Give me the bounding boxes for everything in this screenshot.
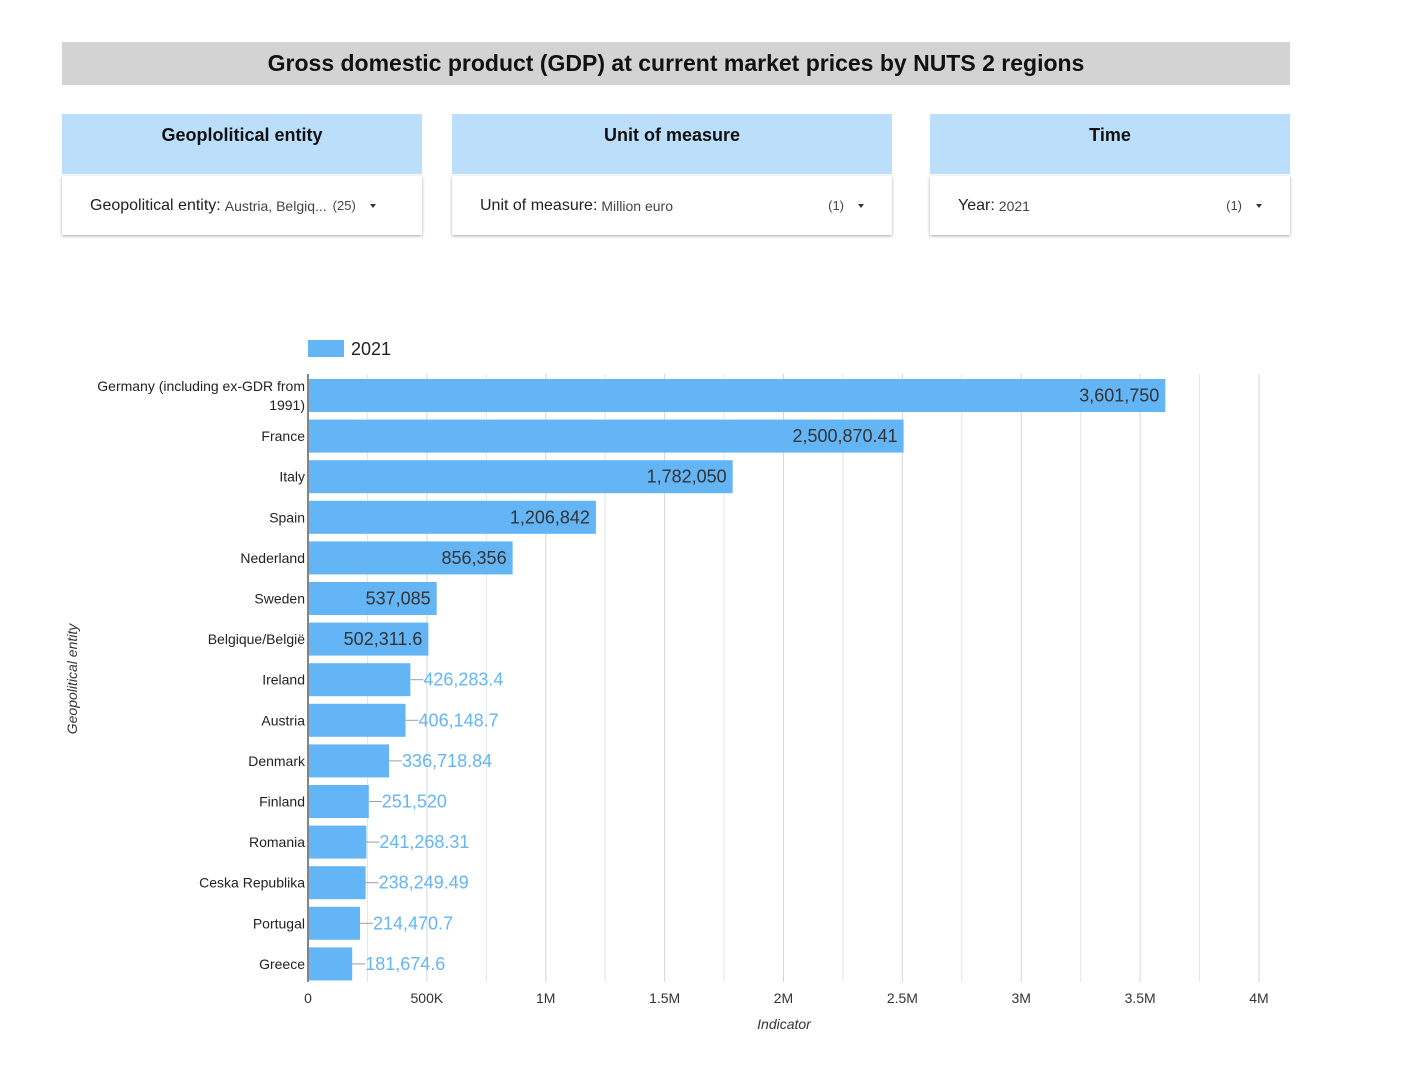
chart-bars: 3,601,750 2,500,870.41 1,782,050 1,206,842 8… [309, 379, 1166, 981]
x-tick-label: 1.5M [649, 990, 680, 1006]
x-axis-ticks: 0 500K 1M 1.5M 2M 2.5M 3M 3.5M 4M [304, 990, 1269, 1006]
bar[interactable] [309, 419, 904, 453]
category-label: Finland [259, 794, 305, 810]
category-label: 1991) [269, 397, 305, 413]
bar[interactable] [309, 663, 411, 697]
data-label: 3,601,750 [1079, 386, 1159, 406]
data-label: 214,470.7 [373, 913, 453, 933]
data-label: 426,283.4 [423, 670, 503, 690]
category-label: Ireland [262, 672, 305, 688]
data-label: 336,718.84 [402, 751, 492, 771]
bar[interactable] [309, 460, 733, 494]
x-axis-title: Indicator [757, 1016, 812, 1032]
category-label: Italy [279, 469, 305, 485]
legend-label: 2021 [351, 339, 391, 359]
bar[interactable] [309, 622, 429, 656]
data-label: 238,249.49 [379, 873, 469, 893]
bar[interactable] [309, 541, 513, 575]
x-tick-label: 3.5M [1125, 990, 1156, 1006]
geo-filter-count: (25) [332, 198, 356, 213]
time-filter-label: Year: [958, 196, 995, 214]
unit-filter-dropdown[interactable]: Unit of measure: Million euro (1) [452, 176, 892, 235]
x-tick-label: 4M [1249, 990, 1268, 1006]
category-label: Spain [269, 509, 305, 525]
data-label: 502,311.6 [344, 629, 423, 649]
unit-filter-header: Unit of measure [452, 114, 892, 174]
page-title: Gross domestic product (GDP) at current … [62, 42, 1290, 85]
bar[interactable] [309, 582, 437, 615]
category-label: Nederland [240, 550, 305, 566]
bar[interactable] [309, 906, 360, 940]
category-label: Belgique/België [208, 631, 306, 647]
y-axis-title: Geopolitical entity [64, 623, 80, 735]
category-label: Greece [259, 956, 305, 972]
unit-filter-value: Million euro [601, 197, 673, 214]
x-tick-label: 500K [411, 990, 444, 1006]
chevron-down-icon[interactable] [858, 203, 864, 208]
data-label: 181,674.6 [365, 954, 445, 974]
chart-grid [307, 374, 1260, 982]
data-label: 1,782,050 [647, 467, 727, 487]
geo-filter-header: Geoplolitical entity [62, 114, 422, 174]
chevron-down-icon[interactable] [1256, 203, 1262, 208]
chevron-down-icon[interactable] [369, 203, 376, 208]
data-label: 2,500,870.41 [792, 426, 897, 446]
category-label: Sweden [254, 591, 305, 607]
x-tick-label: 2.5M [887, 990, 918, 1006]
bar[interactable] [309, 785, 369, 818]
x-tick-label: 0 [304, 990, 312, 1006]
bar[interactable] [309, 703, 406, 737]
data-label: 537,085 [366, 589, 431, 609]
category-label: Portugal [253, 915, 305, 931]
y-axis-categories: Germany (including ex-GDR from 1991) Franc… [97, 378, 306, 972]
bar[interactable] [309, 500, 596, 534]
legend-swatch [308, 340, 344, 357]
category-label: Romania [249, 834, 305, 850]
geo-filter-label: Geopolitical entity: [90, 196, 221, 214]
data-label: 406,148.7 [419, 710, 499, 730]
category-label: Austria [261, 712, 305, 728]
x-tick-label: 1M [536, 990, 555, 1006]
bar[interactable] [309, 947, 353, 981]
data-label: 1,206,842 [510, 507, 590, 527]
geo-filter-dropdown[interactable]: Geopolitical entity: Austria, Belgiq... … [62, 176, 422, 235]
time-filter-header: Time [930, 114, 1290, 174]
time-filter-value: 2021 [998, 197, 1030, 214]
x-tick-label: 2M [774, 990, 793, 1006]
category-label: France [261, 428, 305, 444]
unit-filter-label: Unit of measure: [480, 196, 598, 214]
category-label: Denmark [248, 753, 306, 769]
time-filter-dropdown[interactable]: Year: 2021 (1) [930, 176, 1290, 235]
data-label: 251,520 [382, 792, 447, 812]
bar[interactable] [309, 744, 390, 778]
x-tick-label: 3M [1012, 990, 1031, 1006]
bar[interactable] [309, 379, 1166, 412]
unit-filter-count: (1) [828, 198, 844, 213]
bar[interactable] [309, 825, 367, 859]
data-label: 241,268.31 [379, 832, 469, 852]
bar[interactable] [309, 866, 366, 900]
geo-filter-value: Austria, Belgiq... [224, 197, 327, 214]
category-label: Ceska Republika [199, 875, 305, 891]
category-label: Germany (including ex-GDR from [97, 378, 305, 394]
data-label: 856,356 [442, 548, 507, 568]
time-filter-count: (1) [1226, 198, 1242, 213]
